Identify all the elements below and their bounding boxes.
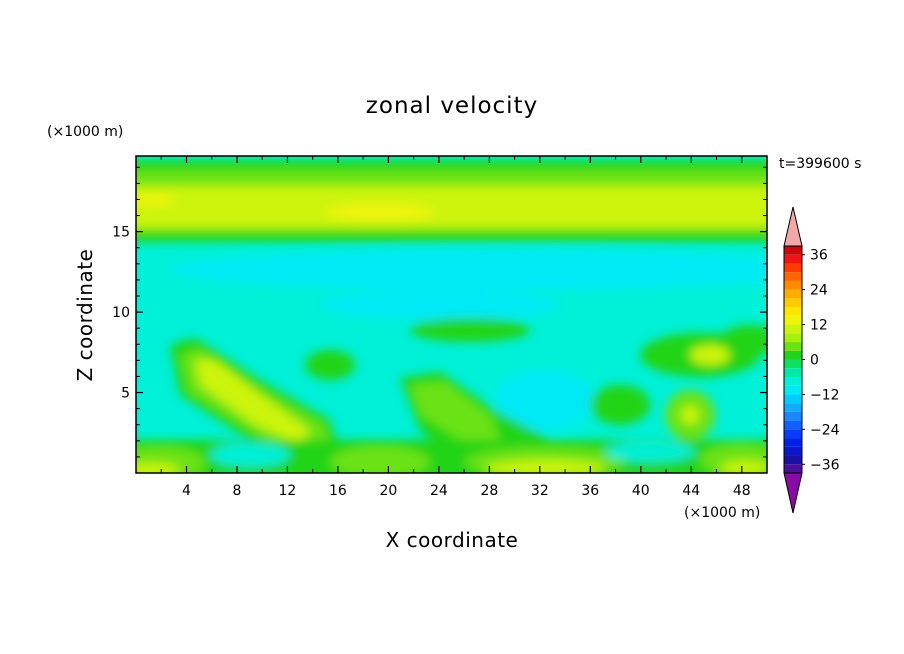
field-cyan-band (170, 250, 767, 290)
colorbar-segment (784, 333, 802, 343)
x-tick-label: 12 (279, 483, 297, 499)
x-unit-label: (×1000 m) (684, 505, 760, 521)
x-tick-label: 36 (581, 483, 599, 499)
colorbar-tick-label: −24 (810, 422, 840, 438)
field-bottom-cyan-2 (605, 442, 695, 462)
colorbar-tick-label: 24 (810, 283, 828, 299)
colorbar-segment (784, 455, 802, 465)
colorbar: −36 −24 −12 0 12 24 36 (783, 206, 840, 514)
field-patch-f (720, 325, 767, 355)
field-patch-e (305, 350, 355, 380)
colorbar-segment (784, 420, 802, 430)
colorbar-tick-label: 12 (810, 318, 828, 334)
y-tick-label: 15 (112, 225, 130, 241)
colorbar-segment (784, 411, 802, 421)
field-cyan-low (495, 370, 595, 430)
chart-title: zonal velocity (366, 93, 538, 119)
colorbar-tick-label: 0 (810, 353, 819, 369)
x-tick-label: 16 (329, 483, 347, 499)
y-tick-label: 10 (112, 305, 130, 321)
field-patch-a (410, 318, 530, 342)
x-tick-label: 48 (733, 483, 751, 499)
field-top-yellow-core (325, 203, 435, 221)
colorbar-segment (784, 464, 802, 473)
y-tick-label: 5 (121, 386, 130, 402)
colorbar-segment (784, 342, 802, 351)
colorbar-segment (784, 403, 802, 412)
field-bottom-lime-mid (330, 446, 430, 473)
colorbar-segment (784, 246, 802, 255)
colorbar-extend-min (783, 472, 803, 514)
field-diag-mid-inner (410, 382, 500, 440)
velocity-field (136, 156, 767, 473)
colorbar-segment (784, 376, 802, 386)
colorbar-segment (784, 368, 802, 377)
colorbar-tick-label: 36 (810, 248, 828, 264)
x-axis-label: X coordinate (386, 528, 519, 552)
colorbar-segment (784, 359, 802, 369)
colorbar-tick-label: −36 (810, 457, 840, 473)
x-axis-ticks: 4 8 12 16 20 24 28 32 36 40 44 48 (160, 156, 751, 499)
colorbar-segment (784, 298, 802, 308)
field-top-yellow-left (136, 194, 175, 206)
colorbar-tick-label: −12 (810, 387, 840, 403)
x-tick-label: 44 (682, 483, 700, 499)
colorbar-segment (784, 280, 802, 290)
time-label: t=399600 s (779, 156, 861, 172)
y-unit-label: (×1000 m) (47, 124, 123, 140)
x-tick-label: 32 (531, 483, 549, 499)
colorbar-segment (784, 446, 802, 456)
colorbar-segment (784, 429, 802, 439)
field-patch-b-core (690, 345, 730, 365)
colorbar-segment (784, 385, 802, 395)
field-patch-c (590, 385, 650, 425)
colorbar-extend-max (783, 206, 803, 247)
x-tick-label: 8 (232, 483, 241, 499)
field-cyan-mid (320, 290, 560, 320)
field-bottom-yellow-left (136, 463, 180, 473)
field-contours (136, 160, 767, 473)
colorbar-segment (784, 350, 802, 360)
colorbar-segment (784, 307, 802, 316)
colorbar-segment (784, 324, 802, 334)
field-top-yellowgreen (136, 186, 767, 228)
colorbar-segment (784, 394, 802, 404)
plot-border (135, 155, 768, 474)
x-tick-label: 24 (430, 483, 448, 499)
colorbar-segment (784, 315, 802, 325)
field-bottom-lime-left (136, 446, 205, 473)
colorbar-segment (784, 263, 802, 273)
colorbar-segment (784, 272, 802, 281)
field-diag-left-inner (195, 360, 310, 445)
x-tick-label: 4 (182, 483, 191, 499)
x-tick-label: 28 (480, 483, 498, 499)
colorbar-segment (784, 254, 802, 264)
y-axis-ticks: 5 10 15 (112, 166, 767, 458)
colorbar-segment (784, 438, 802, 447)
field-bottom-cyan-1 (210, 443, 290, 467)
x-tick-label: 40 (632, 483, 650, 499)
y-axis-label: Z coordinate (73, 249, 97, 382)
field-bottom-yellow-right (720, 461, 767, 473)
x-tick-label: 20 (379, 483, 397, 499)
colorbar-segment (784, 289, 802, 299)
field-patch-d-core (681, 406, 699, 424)
